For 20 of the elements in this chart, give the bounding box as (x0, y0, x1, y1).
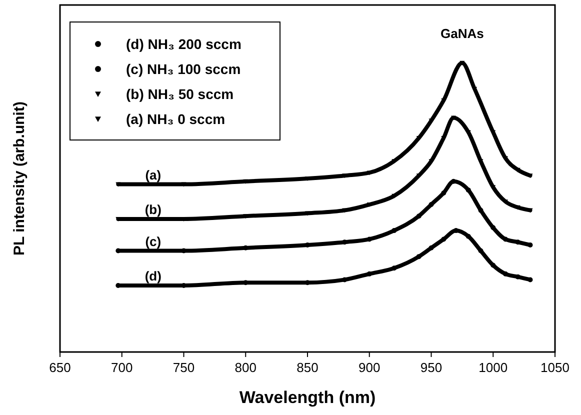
x-tick-label: 650 (49, 360, 71, 375)
x-tick-label: 900 (358, 360, 380, 375)
x-tick-label: 750 (172, 360, 195, 375)
annotation: (a) (145, 167, 162, 182)
legend-label: (a) NH₃ 0 sccm (126, 111, 226, 127)
text: GaNAs (440, 26, 484, 41)
annotation: (d) (144, 268, 162, 284)
legend-label: (b) NH₃ 50 sccm (126, 86, 234, 102)
annotation: (b) (144, 202, 162, 217)
x-tick-label: 800 (234, 360, 256, 375)
x-tick-label: 1000 (478, 360, 508, 375)
x-tick-label: 950 (420, 360, 442, 375)
annotation: (c) (145, 234, 162, 249)
legend-label: (c) NH₃ 100 sccm (126, 61, 241, 77)
y-axis-title: PL intensity (arb.unit) (11, 102, 28, 256)
legend-label: (d) NH₃ 200 sccm (126, 36, 242, 52)
x-axis-title: Wavelength (nm) (239, 388, 376, 407)
x-tick-label: 1050 (540, 360, 570, 375)
x-tick-label: 850 (296, 360, 318, 375)
x-tick-label: 700 (111, 360, 133, 375)
